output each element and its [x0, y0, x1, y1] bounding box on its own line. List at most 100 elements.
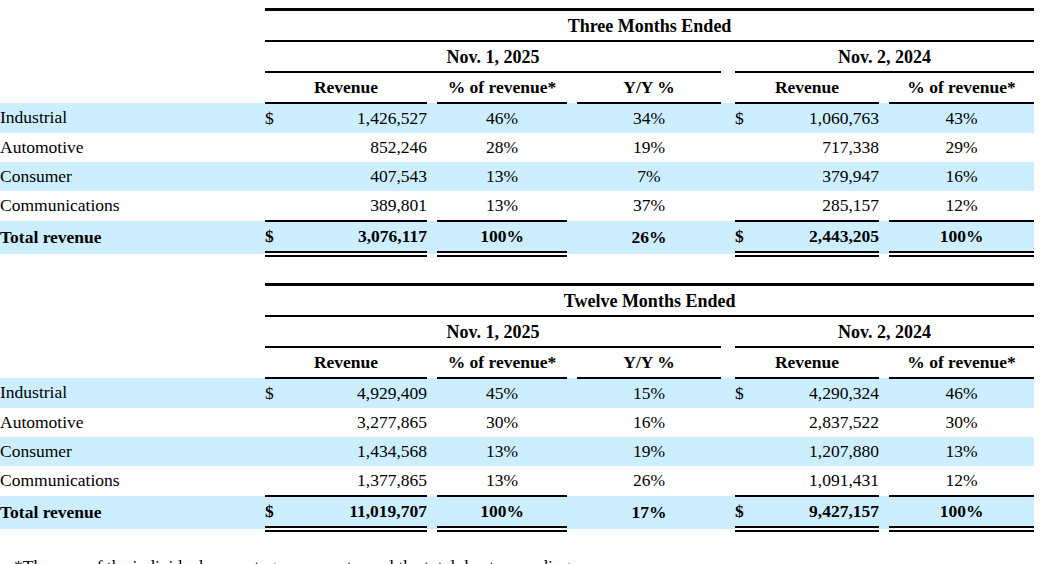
- pct-2025-value: 13%: [437, 437, 567, 466]
- spacer-cell: [427, 162, 437, 191]
- pct-2024-value: 29%: [889, 133, 1034, 162]
- spacer-cell: [0, 41, 265, 72]
- segment-label: Communications: [0, 191, 265, 221]
- currency-symbol: [735, 466, 759, 496]
- revenue-2024-value: 4,290,324: [759, 378, 879, 408]
- period-header-row: Three Months Ended: [0, 10, 1034, 42]
- segment-label: Consumer: [0, 162, 265, 191]
- period-header-row: Twelve Months Ended: [0, 285, 1034, 317]
- period-title: Twelve Months Ended: [265, 285, 1034, 317]
- spacer-cell: [567, 347, 577, 378]
- currency-symbol: [735, 133, 759, 162]
- revenue-2025-value: 1,434,568: [289, 437, 427, 466]
- spacer-cell: [0, 72, 265, 103]
- pct-2024-header: % of revenue*: [889, 347, 1034, 378]
- spacer-cell: [879, 162, 889, 191]
- revenue-2025-total: 11,019,707: [289, 496, 427, 529]
- spacer-cell: [721, 496, 735, 529]
- pct-2025-total: 100%: [437, 221, 567, 254]
- revenue-2025-value: 407,543: [289, 162, 427, 191]
- spacer-cell: [567, 496, 577, 529]
- currency-symbol: [735, 408, 759, 437]
- revenue-2024-value: 285,157: [759, 191, 879, 221]
- currency-symbol: [265, 437, 289, 466]
- spacer-cell: [879, 466, 889, 496]
- pct-2025-header: % of revenue*: [437, 72, 567, 103]
- pct-2025-header: % of revenue*: [437, 347, 567, 378]
- spacer-cell: [879, 496, 889, 529]
- table-row-automotive: Automotive 852,246 28% 19% 717,338 29%: [0, 133, 1034, 162]
- yy-header: Y/Y %: [577, 72, 721, 103]
- spacer-cell: [427, 72, 437, 103]
- spacer-cell: [721, 408, 735, 437]
- table-row-consumer: Consumer 407,543 13% 7% 379,947 16%: [0, 162, 1034, 191]
- column-header-row: Revenue % of revenue* Y/Y % Revenue % of…: [0, 72, 1034, 103]
- revenue-2024-total: 9,427,157: [759, 496, 879, 529]
- column-header-row: Revenue % of revenue* Y/Y % Revenue % of…: [0, 347, 1034, 378]
- yy-value: 19%: [577, 133, 721, 162]
- pct-2025-value: 46%: [437, 103, 567, 133]
- yy-value: 16%: [577, 408, 721, 437]
- spacer-cell: [879, 103, 889, 133]
- revenue-2025-total: 3,076,117: [289, 221, 427, 254]
- pct-2024-value: 43%: [889, 103, 1034, 133]
- yy-value: 37%: [577, 191, 721, 221]
- pct-2024-value: 46%: [889, 378, 1034, 408]
- pct-2025-total: 100%: [437, 496, 567, 529]
- spacer-cell: [879, 437, 889, 466]
- pct-2025-value: 13%: [437, 191, 567, 221]
- revenue-2024-header: Revenue: [735, 72, 879, 103]
- revenue-2025-value: 1,377,865: [289, 466, 427, 496]
- spacer-cell: [721, 103, 735, 133]
- spacer-cell: [721, 72, 735, 103]
- spacer-cell: [879, 72, 889, 103]
- spacer-cell: [427, 103, 437, 133]
- date-header-row: Nov. 1, 2025 Nov. 2, 2024: [0, 41, 1034, 72]
- revenue-2024-value: 1,060,763: [759, 103, 879, 133]
- period-title: Three Months Ended: [265, 10, 1034, 42]
- spacer-cell: [721, 221, 735, 254]
- pct-2024-header: % of revenue*: [889, 72, 1034, 103]
- revenue-2024-header: Revenue: [735, 347, 879, 378]
- pct-2024-total: 100%: [889, 221, 1034, 254]
- pct-2025-value: 30%: [437, 408, 567, 437]
- pct-2025-value: 45%: [437, 378, 567, 408]
- currency-symbol: [265, 133, 289, 162]
- spacer-cell: [427, 221, 437, 254]
- table-row-communications: Communications 1,377,865 13% 26% 1,091,4…: [0, 466, 1034, 496]
- revenue-2025-value: 1,426,527: [289, 103, 427, 133]
- spacer-cell: [721, 437, 735, 466]
- revenue-2024-value: 379,947: [759, 162, 879, 191]
- spacer-cell: [567, 103, 577, 133]
- currency-symbol: $: [265, 378, 289, 408]
- spacer-cell: [721, 347, 735, 378]
- yy-value: 19%: [577, 437, 721, 466]
- pct-2024-value: 16%: [889, 162, 1034, 191]
- spacer-cell: [879, 191, 889, 221]
- spacer-cell: [879, 221, 889, 254]
- table-row-consumer: Consumer 1,434,568 13% 19% 1,207,880 13%: [0, 437, 1034, 466]
- revenue-2025-header: Revenue: [265, 347, 427, 378]
- spacer-cell: [567, 466, 577, 496]
- pct-2024-value: 12%: [889, 191, 1034, 221]
- spacer-cell: [567, 191, 577, 221]
- spacer-cell: [721, 133, 735, 162]
- spacer-cell: [427, 347, 437, 378]
- spacer-cell: [427, 408, 437, 437]
- spacer-cell: [721, 466, 735, 496]
- total-label: Total revenue: [0, 221, 265, 254]
- pct-2024-value: 12%: [889, 466, 1034, 496]
- spacer-cell: [567, 408, 577, 437]
- pct-2025-value: 28%: [437, 133, 567, 162]
- pct-2025-value: 13%: [437, 162, 567, 191]
- currency-symbol: [735, 437, 759, 466]
- currency-symbol: [735, 162, 759, 191]
- spacer-cell: [427, 466, 437, 496]
- table-row-communications: Communications 389,801 13% 37% 285,157 1…: [0, 191, 1034, 221]
- date-2025-header: Nov. 1, 2025: [265, 316, 721, 347]
- yy-value: 34%: [577, 103, 721, 133]
- currency-symbol: $: [265, 103, 289, 133]
- twelve-months-revenue-table: Twelve Months Ended Nov. 1, 2025 Nov. 2,…: [0, 283, 1034, 532]
- spacer-cell: [721, 162, 735, 191]
- revenue-2024-value: 2,837,522: [759, 408, 879, 437]
